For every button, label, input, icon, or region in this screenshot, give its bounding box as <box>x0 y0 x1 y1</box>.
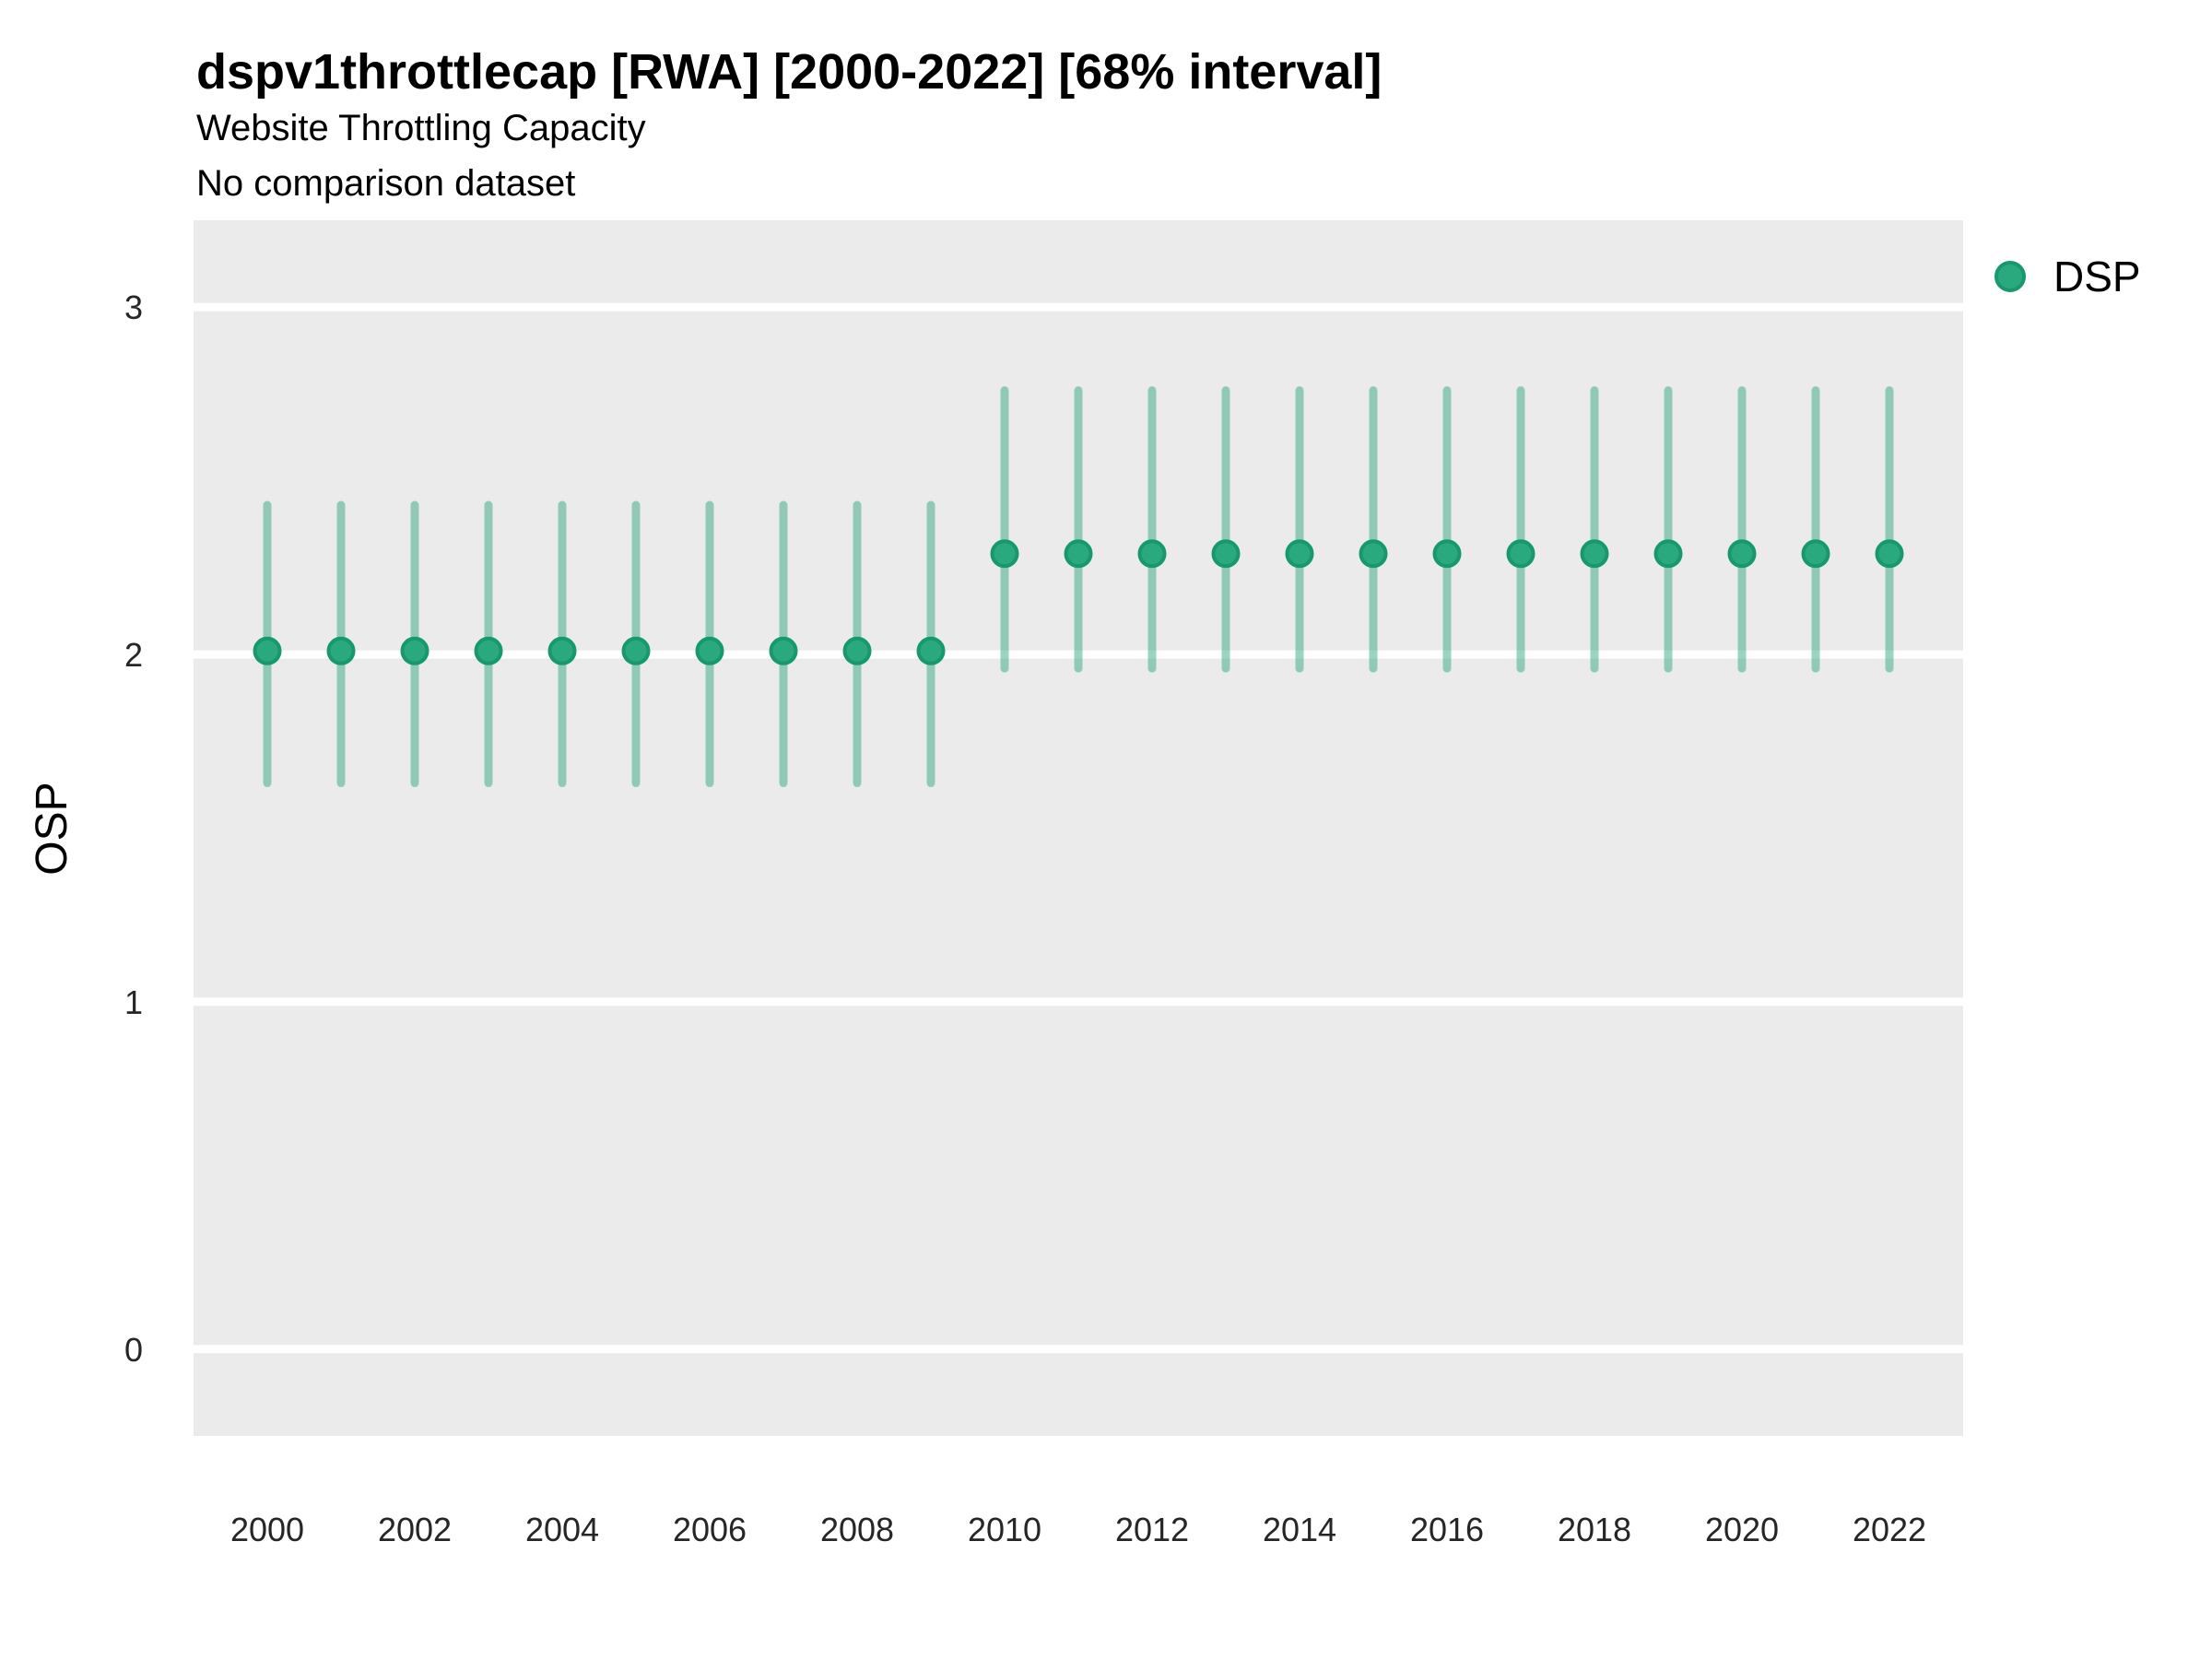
point-2014 <box>1285 539 1314 569</box>
x-axis-tick-labels: 2000 2002 2004 2006 2008 2010 2012 2014 2016 2018… <box>230 1511 1926 1548</box>
x-tick-label-2002: 2002 <box>378 1511 452 1548</box>
point-2010 <box>990 539 1019 569</box>
point-2001 <box>326 636 356 665</box>
y-tick-label-0: 0 <box>124 1331 143 1369</box>
point-2020 <box>1727 539 1757 569</box>
x-tick-label-2016: 2016 <box>1410 1511 1484 1548</box>
x-tick-label-2008: 2008 <box>820 1511 894 1548</box>
point-2022 <box>1875 539 1904 569</box>
x-tick-label-2020: 2020 <box>1705 1511 1779 1548</box>
y-tick-label-3: 3 <box>124 288 143 326</box>
point-2005 <box>621 636 651 665</box>
point-2016 <box>1432 539 1462 569</box>
x-tick-label-2000: 2000 <box>230 1511 304 1548</box>
point-2003 <box>474 636 503 665</box>
legend-label-dsp: DSP <box>2053 253 2141 300</box>
point-2015 <box>1359 539 1388 569</box>
legend: DSP <box>1994 253 2141 300</box>
legend-marker-dsp <box>1994 261 2026 292</box>
point-2011 <box>1064 539 1093 569</box>
point-2006 <box>695 636 724 665</box>
point-2018 <box>1580 539 1609 569</box>
y-axis-title: OSP <box>28 782 76 875</box>
point-2009 <box>916 636 946 665</box>
point-2021 <box>1801 539 1830 569</box>
point-2004 <box>547 636 577 665</box>
x-tick-label-2006: 2006 <box>673 1511 747 1548</box>
point-2013 <box>1211 539 1241 569</box>
y-tick-label-1: 1 <box>124 983 143 1021</box>
point-2002 <box>400 636 429 665</box>
x-tick-label-2010: 2010 <box>968 1511 1041 1548</box>
point-2007 <box>769 636 798 665</box>
point-2008 <box>842 636 872 665</box>
chart-subtitle: Website Throttling Capacity <box>196 108 646 148</box>
x-tick-label-2022: 2022 <box>1853 1511 1926 1548</box>
point-2019 <box>1653 539 1683 569</box>
x-tick-label-2004: 2004 <box>525 1511 599 1548</box>
chart-note: No comparison dataset <box>196 163 575 204</box>
plot-panel <box>194 220 1963 1436</box>
y-tick-label-2: 2 <box>124 636 143 674</box>
x-tick-label-2014: 2014 <box>1263 1511 1336 1548</box>
series-dsp <box>253 386 1904 788</box>
point-2017 <box>1506 539 1535 569</box>
point-2000 <box>253 636 282 665</box>
point-2012 <box>1137 539 1167 569</box>
x-tick-label-2012: 2012 <box>1115 1511 1189 1548</box>
chart-title: dspv1throttlecap [RWA] [2000-2022] [68% … <box>196 44 1382 100</box>
x-tick-label-2018: 2018 <box>1558 1511 1631 1548</box>
y-axis-tick-labels: 0 1 2 3 <box>124 288 143 1369</box>
